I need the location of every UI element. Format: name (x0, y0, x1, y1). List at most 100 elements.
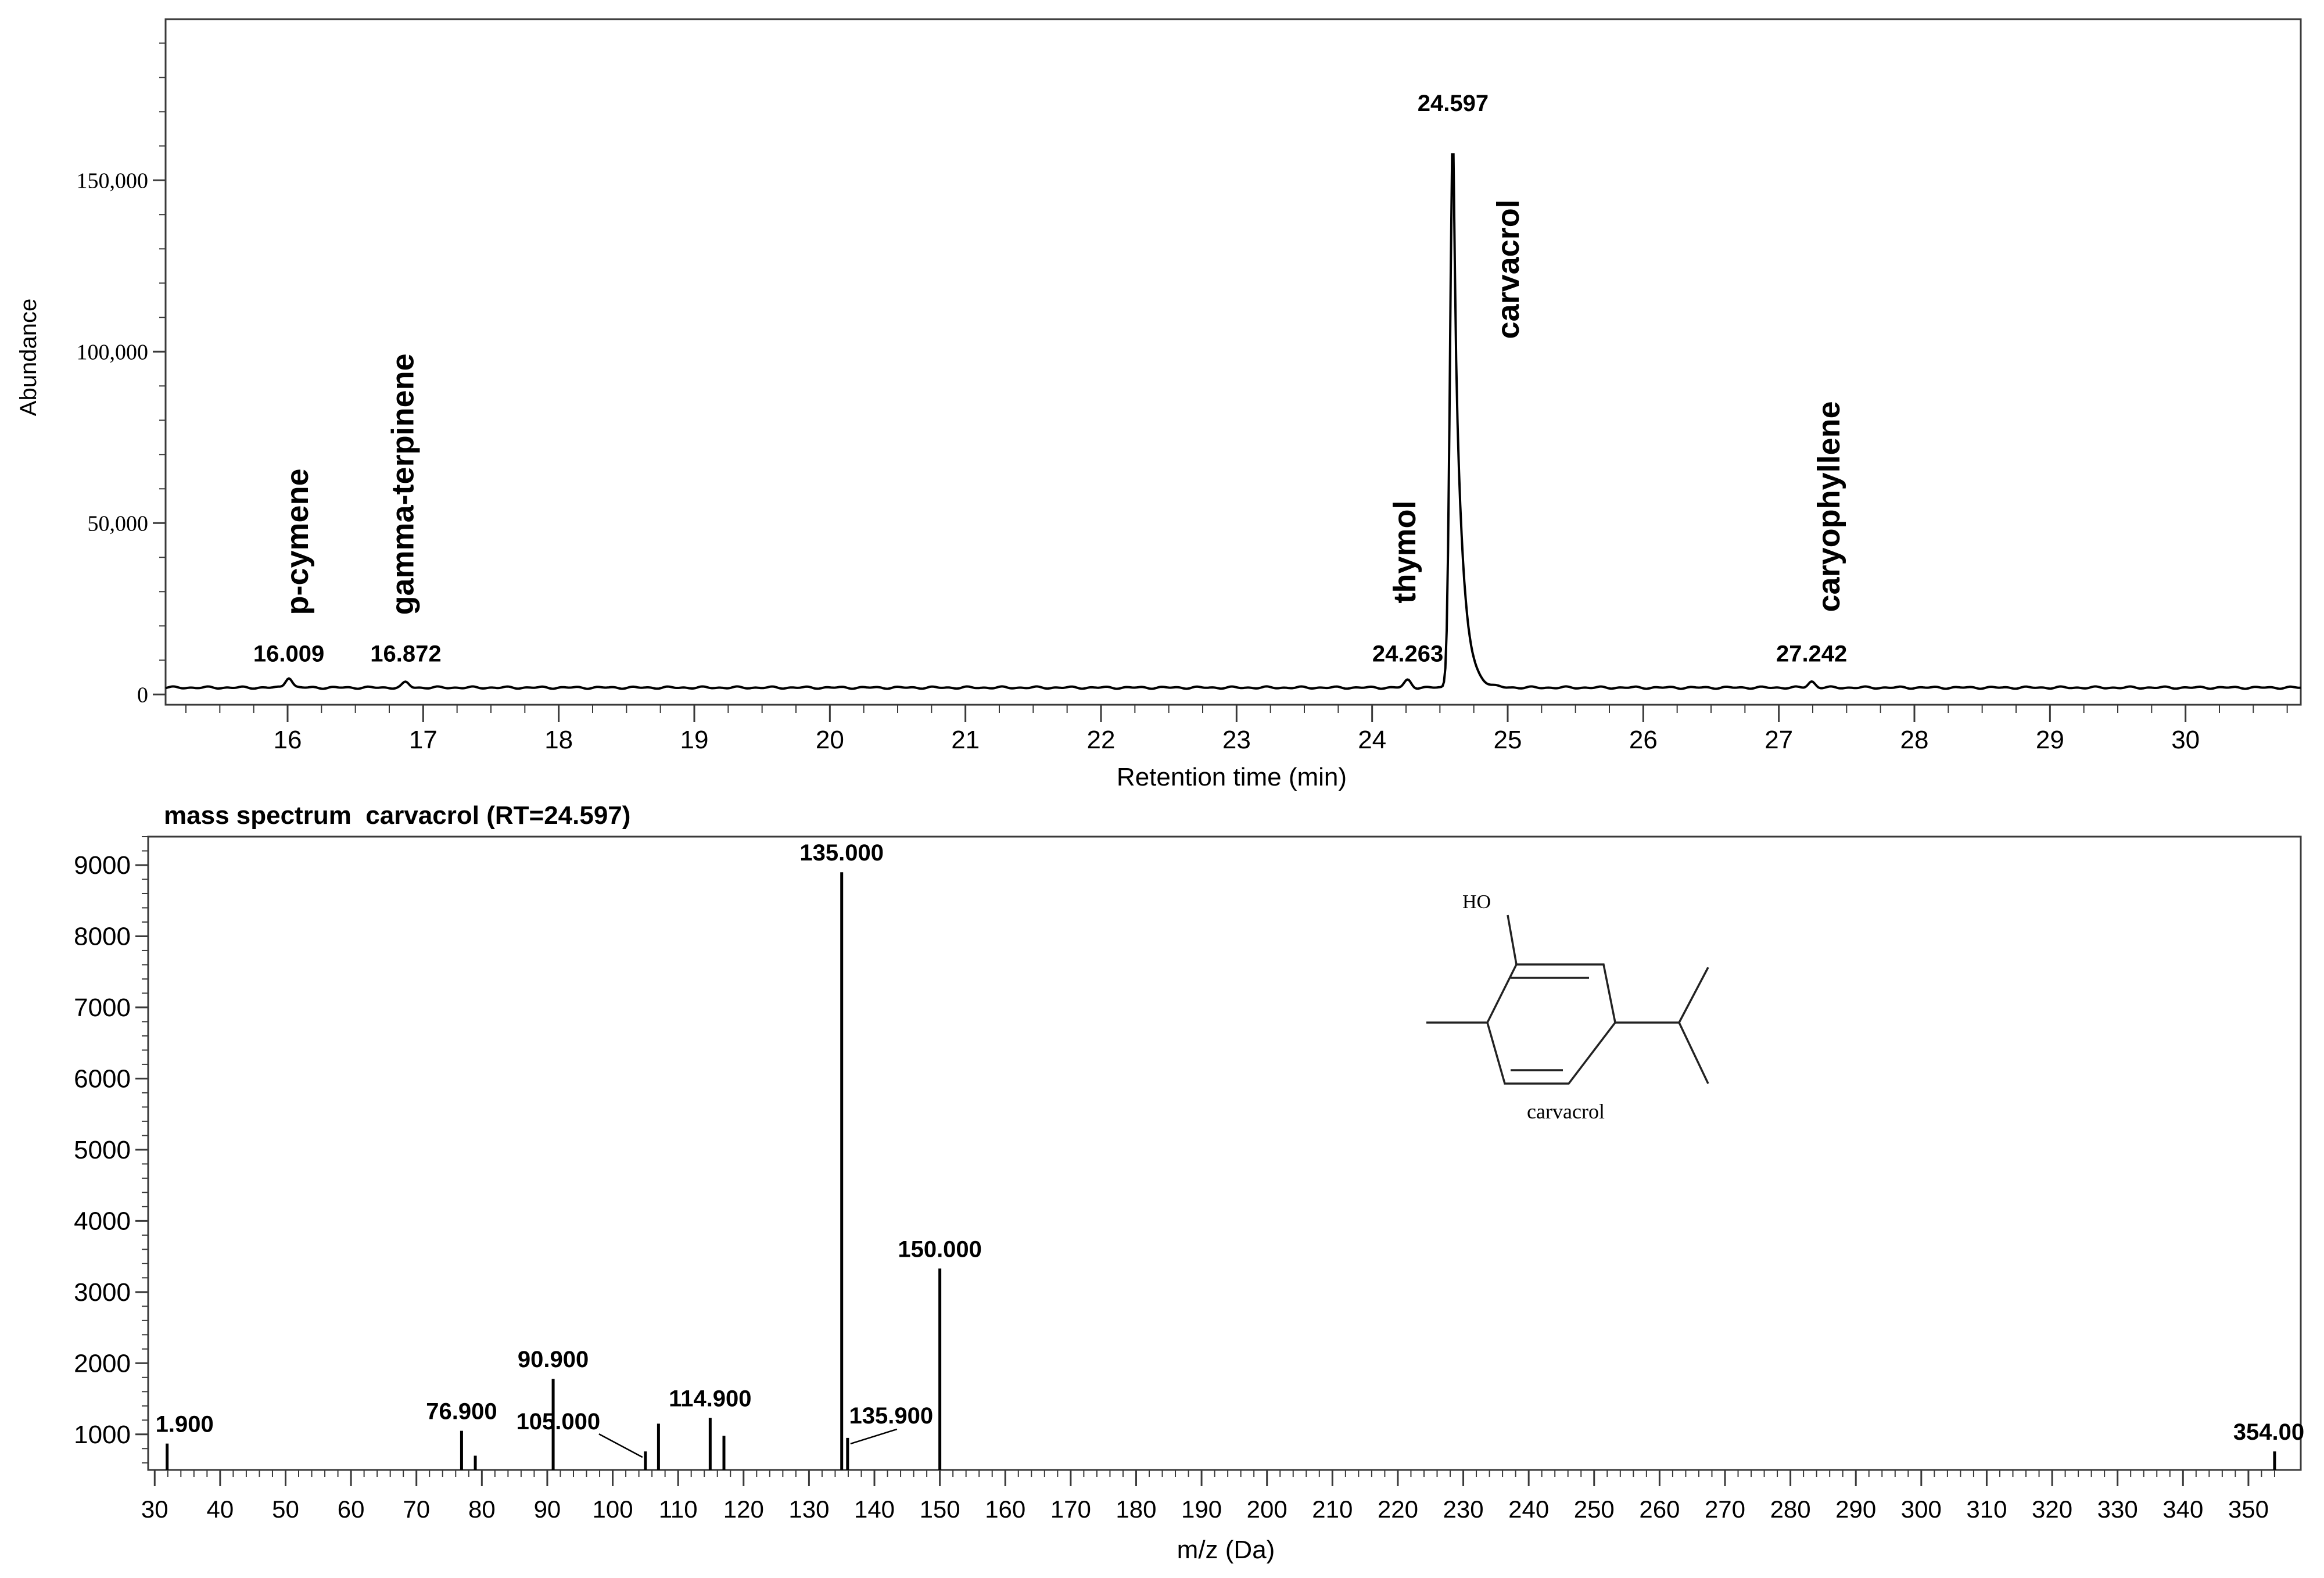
mass-spectrum-xtick-label: 270 (1705, 1495, 1745, 1523)
mass-spectrum-xtick-label: 340 (2162, 1495, 2203, 1523)
chromatogram-xtick-label: 28 (1900, 726, 1929, 754)
structure-name-label: carvacrol (1527, 1100, 1605, 1123)
mass-spectrum-ytick-label: 3000 (74, 1278, 131, 1307)
mass-spectrum-xtick-label: 250 (1574, 1495, 1615, 1523)
chromatogram-compound-label: caryophyllene (1812, 401, 1846, 612)
mass-spectrum-x-axis: 30 40 50 60 70 80 90 100 110 120 130 140 150 160 170 18… (141, 1470, 2275, 1523)
chromatogram-xtick-label: 24 (1358, 726, 1386, 754)
chromatogram-xtick-label: 30 (2171, 726, 2200, 754)
chromatogram-compound-label: p-cymene (280, 468, 315, 615)
chromatogram-plot-frame (164, 18, 2302, 706)
chromatogram-panel: Abundance Retention time (min) 0 50,000 10… (16, 18, 2302, 791)
chromatogram-ytick-label: 100,000 (77, 340, 149, 364)
chromatogram-trace (165, 153, 2301, 690)
mass-spectrum-xtick-label: 190 (1181, 1495, 1222, 1523)
chromatogram-compound-label: carvacrol (1491, 199, 1526, 339)
mass-spectrum-panel: mass spectrum carvacrol (RT=24.597) m/z … (74, 801, 2304, 1564)
mass-spectrum-xtick-label: 350 (2228, 1495, 2269, 1523)
chromatogram-xtick-label: 19 (680, 726, 709, 754)
mass-spectrum-peak-label: 150.000 (898, 1236, 982, 1262)
chromatogram-xtick-label: 16 (274, 726, 302, 754)
mass-spectrum-xtick-label: 80 (468, 1495, 496, 1523)
mass-spectrum-xtick-label: 260 (1639, 1495, 1680, 1523)
mass-spectrum-xtick-label: 160 (985, 1495, 1025, 1523)
mass-spectrum-xtick-label: 50 (272, 1495, 299, 1523)
mass-spectrum-peak-label: 114.900 (669, 1386, 751, 1412)
mass-spectrum-leader-line (850, 1428, 898, 1445)
mass-spectrum-xtick-label: 240 (1508, 1495, 1549, 1523)
mass-spectrum-plot-frame (147, 835, 2302, 1471)
mass-spectrum-xtick-label: 70 (403, 1495, 430, 1523)
mass-spectrum-peak-label: 135.900 (849, 1403, 934, 1429)
mass-spectrum-bars (166, 872, 2276, 1470)
mass-spectrum-xtick-label: 210 (1312, 1495, 1353, 1523)
chromatogram-peak-labels: 16.009 p-cymene 16.872 gamma-terpinene 24.26… (253, 91, 1847, 667)
mass-spectrum-xtick-label: 170 (1050, 1495, 1091, 1523)
mass-spectrum-xtick-label: 60 (338, 1495, 365, 1523)
chromatogram-x-axis: 16 17 18 19 20 21 22 23 24 25 26 27 28 29 30 (185, 705, 2288, 754)
mass-spectrum-peak-labels: 1.900 76.900 90.900 105.000 114.900 135.000 13… (156, 840, 2304, 1458)
chromatogram-ylabel: Abundance (16, 299, 41, 416)
chromatogram-xtick-label: 27 (1764, 726, 1793, 754)
mass-spectrum-xtick-label: 320 (2032, 1495, 2072, 1523)
mass-spectrum-ytick-label: 5000 (74, 1136, 131, 1164)
mass-spectrum-peak-label: 354.00 (2233, 1419, 2304, 1445)
mass-spectrum-peak-label: 105.000 (517, 1409, 601, 1434)
chromatogram-xtick-label: 29 (2036, 726, 2064, 754)
mass-spectrum-xtick-label: 310 (1966, 1495, 2007, 1523)
mass-spectrum-xtick-label: 130 (788, 1495, 829, 1523)
mass-spectrum-ytick-label: 2000 (74, 1349, 131, 1378)
mass-spectrum-xtick-label: 90 (534, 1495, 561, 1523)
mass-spectrum-peak-label: 135.000 (799, 840, 884, 866)
mass-spectrum-xtick-label: 140 (854, 1495, 895, 1523)
mass-spectrum-peak-label: 1.900 (156, 1412, 214, 1437)
mass-spectrum-xtick-label: 280 (1770, 1495, 1811, 1523)
mass-spectrum-xtick-label: 100 (593, 1495, 633, 1523)
mass-spectrum-ytick-label: 8000 (74, 922, 131, 951)
mass-spectrum-leader-line (598, 1433, 643, 1458)
mass-spectrum-xtick-label: 330 (2097, 1495, 2138, 1523)
hydroxyl-group-label: HO (1462, 891, 1491, 913)
chromatogram-ytick-label: 150,000 (77, 168, 149, 193)
chromatogram-compound-label: thymol (1387, 500, 1422, 603)
chromatogram-peak-rt-label: 16.872 (370, 641, 441, 667)
mass-spectrum-xtick-label: 200 (1247, 1495, 1287, 1523)
mass-spectrum-y-axis: 1000 2000 3000 4000 5000 6000 7000 8000 9000 (74, 836, 148, 1464)
mass-spectrum-ytick-label: 4000 (74, 1207, 131, 1235)
chromatogram-xtick-label: 22 (1087, 726, 1116, 754)
mass-spectrum-xtick-label: 220 (1378, 1495, 1418, 1523)
chromatogram-y-axis: 0 50,000 100,000 150,000 (77, 42, 166, 707)
chromatogram-ytick-label: 0 (137, 683, 148, 707)
mass-spectrum-xtick-label: 230 (1443, 1495, 1484, 1523)
mass-spectrum-ytick-label: 7000 (74, 994, 131, 1022)
chromatogram-compound-label: gamma-terpinene (385, 353, 420, 615)
carvacrol-structure-diagram (1426, 914, 1709, 1085)
mass-spectrum-title: mass spectrum carvacrol (RT=24.597) (164, 801, 630, 830)
mass-spectrum-xtick-label: 110 (659, 1495, 698, 1523)
mass-spectrum-xtick-label: 300 (1901, 1495, 1942, 1523)
chromatogram-xtick-label: 26 (1629, 726, 1658, 754)
chromatogram-xtick-label: 25 (1494, 726, 1522, 754)
mass-spectrum-xtick-label: 180 (1116, 1495, 1156, 1523)
mass-spectrum-peak-label: 76.900 (426, 1399, 497, 1425)
mass-spectrum-xtick-label: 150 (920, 1495, 960, 1523)
mass-spectrum-ytick-label: 9000 (74, 851, 131, 880)
chromatogram-xlabel: Retention time (min) (1117, 763, 1347, 791)
mass-spectrum-xlabel: m/z (Da) (1177, 1536, 1275, 1564)
chromatogram-xtick-label: 21 (951, 726, 980, 754)
mass-spectrum-xtick-label: 290 (1835, 1495, 1876, 1523)
chromatogram-peak-rt-label: 16.009 (253, 641, 324, 667)
chromatogram-xtick-label: 20 (816, 726, 844, 754)
mass-spectrum-ytick-label: 6000 (74, 1064, 131, 1093)
mass-spectrum-xtick-label: 30 (141, 1495, 168, 1523)
chromatogram-peak-rt-label: 24.263 (1372, 641, 1443, 667)
chromatogram-peak-rt-label: 24.597 (1418, 91, 1489, 116)
mass-spectrum-xtick-label: 120 (723, 1495, 764, 1523)
mass-spectrum-ytick-label: 1000 (74, 1421, 131, 1449)
mass-spectrum-xtick-label: 40 (207, 1495, 234, 1523)
chromatogram-peak-rt-label: 27.242 (1776, 641, 1847, 667)
chromatogram-xtick-label: 18 (544, 726, 573, 754)
chromatogram-xtick-label: 23 (1222, 726, 1251, 754)
mass-spectrum-peak-label: 90.900 (518, 1347, 589, 1372)
